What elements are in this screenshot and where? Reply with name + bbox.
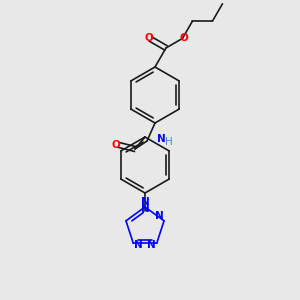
Text: N: N: [154, 211, 164, 221]
Text: N: N: [134, 240, 142, 250]
Text: O: O: [179, 33, 188, 43]
Text: H: H: [165, 137, 173, 147]
Text: O: O: [144, 33, 153, 43]
Text: N: N: [141, 204, 149, 214]
Text: N: N: [147, 240, 156, 250]
Text: N: N: [141, 197, 149, 207]
Text: N: N: [157, 134, 166, 144]
Text: O: O: [112, 140, 120, 150]
